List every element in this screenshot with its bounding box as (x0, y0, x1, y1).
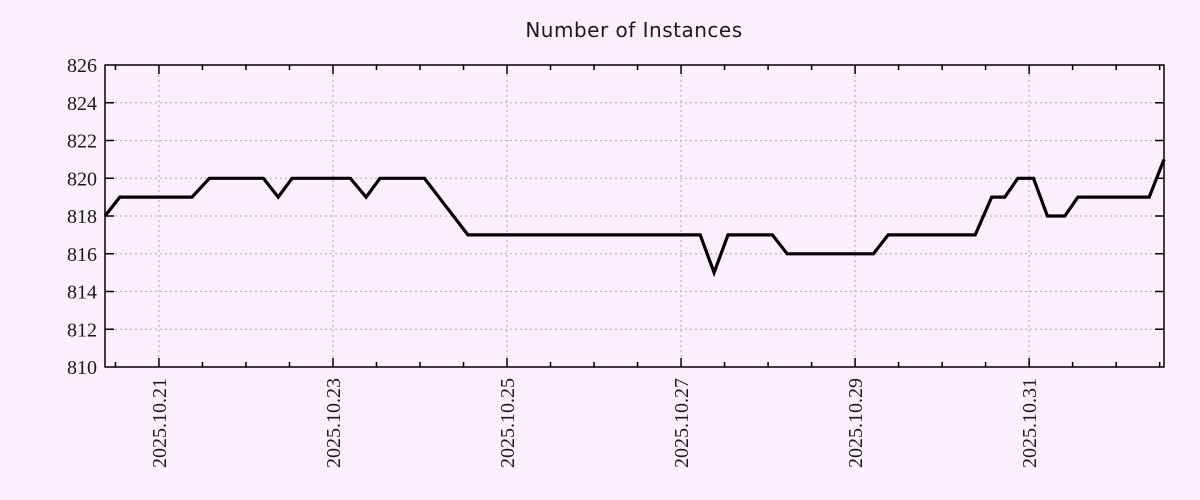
x-axis-tick-label: 2025.10.21 (149, 378, 171, 468)
y-axis-tick-label: 826 (67, 55, 97, 77)
y-axis-tick-label: 822 (67, 131, 97, 153)
y-axis-tick-label: 824 (67, 93, 97, 115)
y-axis-tick-label: 812 (67, 319, 97, 341)
x-axis-tick-label: 2025.10.29 (845, 378, 867, 468)
tick-labels-layer: 810 812 814 816 818 820 822 824 826 2025.10.21 202… (67, 55, 1041, 468)
y-axis-tick-label: 816 (67, 244, 97, 266)
y-axis-tick-label: 818 (67, 206, 97, 228)
x-axis-tick-label: 2025.10.23 (323, 378, 345, 468)
y-axis-tick-label: 814 (67, 282, 97, 304)
x-axis-tick-label: 2025.10.25 (497, 378, 519, 468)
y-axis-tick-label: 810 (67, 357, 97, 379)
y-axis-tick-label: 820 (67, 168, 97, 190)
chart-title: Number of Instances (525, 18, 742, 42)
x-axis-tick-label: 2025.10.31 (1019, 378, 1041, 468)
ticks-layer (105, 65, 1164, 367)
series-layer (103, 158, 1166, 278)
instances-series-line (103, 158, 1166, 278)
gridlines-layer (105, 65, 1164, 367)
x-axis-tick-label: 2025.10.27 (671, 378, 693, 468)
